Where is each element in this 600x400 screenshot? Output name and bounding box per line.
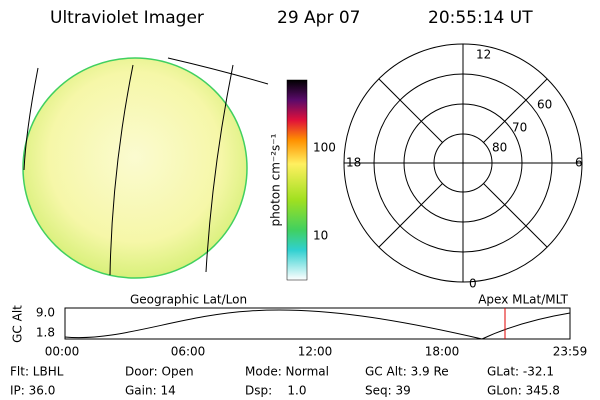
orbit-x-tick: 12:00 xyxy=(298,345,333,359)
orbit-panel: Geographic Lat/Lon Apex MLat/MLT GC Alt … xyxy=(11,293,588,359)
colorbar-tick: 10 xyxy=(313,229,328,243)
orbit-left-label: Geographic Lat/Lon xyxy=(130,293,247,307)
status-field: GLat: -32.1 xyxy=(487,365,554,379)
orbit-frame xyxy=(64,307,571,340)
spoke xyxy=(378,183,443,248)
colorbar-scale xyxy=(286,79,308,281)
status-field: IP: 36.0 xyxy=(10,384,55,398)
status-footer: Flt: LBHL Door: Open Mode: Normal GC Alt: 3… xyxy=(10,365,560,398)
orbit-x-tick: 00:00 xyxy=(45,345,80,359)
title: Ultraviolet Imager xyxy=(50,8,204,28)
orbit-y-tick: 1.8 xyxy=(36,326,55,340)
hour-label: 12 xyxy=(476,48,491,62)
status-field: Seq: 39 xyxy=(365,384,411,398)
spoke xyxy=(483,183,548,248)
status-field: Mode: Normal xyxy=(245,365,329,379)
status-field: Gain: 14 xyxy=(125,384,176,398)
lat-label: 60 xyxy=(537,98,552,112)
orbit-y-tick: 9.0 xyxy=(36,306,55,320)
lat-label: 70 xyxy=(512,121,527,135)
status-field: GC Alt: 3.9 Re xyxy=(365,365,449,379)
earth-disk xyxy=(22,57,248,279)
orbit-x-tick: 23:59 xyxy=(553,345,588,359)
status-field: Door: Open xyxy=(125,365,194,379)
grid-curve xyxy=(167,57,269,85)
orbit-x-tick: 18:00 xyxy=(425,345,460,359)
colorbar-label: photon cm⁻²s⁻¹ xyxy=(269,133,283,226)
colorbar: photon cm⁻²s⁻¹ 100 10 xyxy=(269,79,336,281)
grid-curve xyxy=(109,64,134,276)
orbit-y-label: GC Alt xyxy=(11,305,25,343)
colorbar-tick: 100 xyxy=(313,141,336,155)
hour-label: 0 xyxy=(469,277,477,291)
grid-curve xyxy=(23,67,39,171)
time: 20:55:14 UT xyxy=(428,8,533,28)
spoke xyxy=(378,78,443,143)
status-field: GLon: 345.8 xyxy=(487,384,560,398)
status-field: Dsp: 1.0 xyxy=(245,384,307,398)
hour-label: 18 xyxy=(346,156,361,170)
lat-label: 80 xyxy=(492,141,507,155)
hour-label: 6 xyxy=(575,156,583,170)
altitude-curve xyxy=(64,309,571,340)
orbit-x-tick: 06:00 xyxy=(171,345,206,359)
earth-image xyxy=(22,57,269,279)
date: 29 Apr 07 xyxy=(277,8,360,28)
spoke xyxy=(483,78,548,143)
orbit-right-label: Apex MLat/MLT xyxy=(478,293,568,307)
status-field: Flt: LBHL xyxy=(10,365,64,379)
grid-curve xyxy=(205,64,234,273)
polar-grid xyxy=(343,43,583,283)
